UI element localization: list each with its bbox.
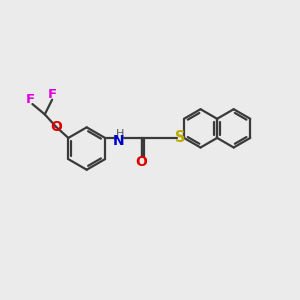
Text: S: S: [175, 130, 185, 145]
Text: N: N: [113, 134, 125, 148]
Text: O: O: [135, 155, 147, 170]
Text: F: F: [26, 93, 34, 106]
Text: O: O: [50, 120, 62, 134]
Text: H: H: [116, 129, 124, 140]
Text: F: F: [48, 88, 57, 101]
